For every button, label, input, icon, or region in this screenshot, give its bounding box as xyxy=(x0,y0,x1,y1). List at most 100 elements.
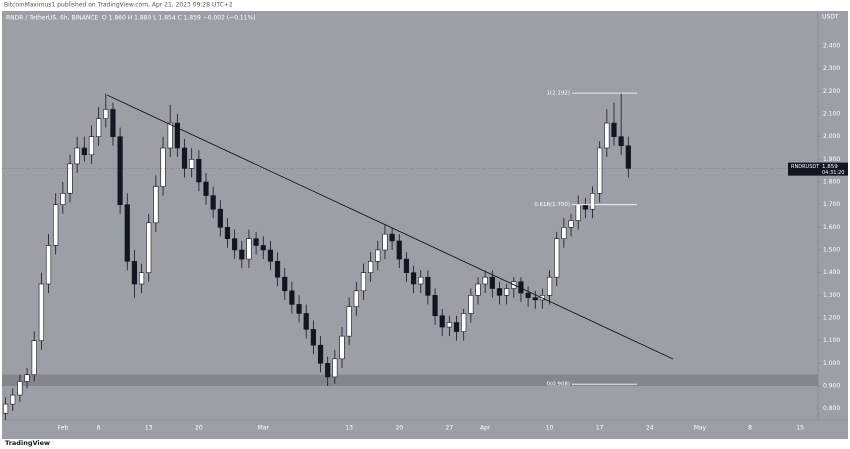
candle-body xyxy=(611,122,617,137)
candle-body xyxy=(353,290,359,307)
candle-body xyxy=(153,186,159,224)
y-tick-label: 1.900 xyxy=(823,156,840,163)
candle-body xyxy=(131,261,138,285)
trend-line xyxy=(106,94,674,360)
fib-label: 0(0.908) xyxy=(546,382,570,388)
y-tick-label: 1.300 xyxy=(823,292,840,299)
chart-background xyxy=(2,11,848,439)
candle-body xyxy=(382,233,388,251)
candle-body xyxy=(453,322,460,332)
x-tick-label: Mar xyxy=(258,425,270,432)
fib-label: 1(2.192) xyxy=(546,91,570,97)
candle-body xyxy=(274,261,281,278)
candle-body xyxy=(375,249,381,262)
candle-body xyxy=(418,276,424,285)
attribution: BitcoinMaximus1 published on TradingView… xyxy=(4,2,233,9)
symbol-info: RNDR / TetherUS, 6h, BINANCE xyxy=(6,15,99,22)
candle-body xyxy=(110,109,116,137)
x-tick-label: 15 xyxy=(796,425,804,432)
candle-body xyxy=(38,283,44,341)
y-tick-label: 1.000 xyxy=(823,360,840,367)
candle-body xyxy=(468,295,474,314)
candle-body xyxy=(389,233,395,242)
candle-body xyxy=(396,240,402,260)
candle-body xyxy=(410,272,417,285)
candle-body xyxy=(317,344,324,364)
x-tick-label: 10 xyxy=(546,425,554,432)
currency: USDT xyxy=(822,14,839,21)
candle-body xyxy=(554,238,560,278)
candle-body xyxy=(325,363,331,378)
candle-body xyxy=(425,276,431,296)
candle-body xyxy=(589,193,596,210)
candle-body xyxy=(496,288,503,296)
x-tick-label: 20 xyxy=(395,425,403,432)
candle-body xyxy=(189,159,195,169)
y-tick-label: 2.200 xyxy=(823,88,840,95)
candle-body xyxy=(568,220,574,228)
candle-body xyxy=(167,122,173,149)
candle-body xyxy=(53,204,59,246)
footer-logo: TradingView xyxy=(5,439,50,447)
candle-body xyxy=(303,313,309,330)
candle-body xyxy=(60,193,66,205)
candle-body xyxy=(332,358,338,378)
y-tick-label: 1.700 xyxy=(823,201,840,208)
candle-body xyxy=(10,394,16,405)
candle-body xyxy=(597,147,603,194)
y-tick-label: 1.400 xyxy=(823,269,840,276)
candle-body xyxy=(117,136,123,205)
y-tick-label: 1.800 xyxy=(823,179,840,186)
candle-body xyxy=(74,147,80,165)
candle-body xyxy=(561,227,567,239)
price-value: 1.859 xyxy=(822,164,838,170)
candle-body xyxy=(296,304,302,314)
price-label-box xyxy=(788,162,848,176)
candle-body xyxy=(24,374,30,382)
x-tick-label: 8 xyxy=(748,425,752,432)
y-tick-label: 2.400 xyxy=(823,43,840,50)
y-tick-label: 1.500 xyxy=(823,247,840,254)
candle-body xyxy=(181,147,188,169)
candle-body xyxy=(446,322,452,328)
candle-body xyxy=(482,276,488,285)
candle-body xyxy=(525,292,531,298)
candle-body xyxy=(210,195,216,210)
y-tick-label: 0.800 xyxy=(823,405,840,412)
candle-body xyxy=(138,272,145,285)
candle-body xyxy=(546,276,553,296)
x-tick-label: 27 xyxy=(446,425,454,432)
y-tick-label: 0.900 xyxy=(823,383,840,390)
candle-body xyxy=(625,145,631,169)
candle-body xyxy=(217,208,223,228)
x-tick-label: May xyxy=(694,425,707,432)
x-tick-label: 13 xyxy=(345,425,353,432)
candle-body xyxy=(88,136,95,156)
candle-body xyxy=(81,147,87,156)
ohlc-text: O 1.860 H 1.880 L 1.854 C 1.859 −0.002 (… xyxy=(102,15,256,22)
y-tick-label: 1.100 xyxy=(823,337,840,344)
candle-body xyxy=(174,122,180,149)
candle-body xyxy=(232,238,238,251)
candle-body xyxy=(31,340,37,375)
candle-body xyxy=(196,159,202,183)
x-tick-label: Feb xyxy=(58,425,69,432)
candle-body xyxy=(239,249,245,260)
candle-body xyxy=(618,136,624,147)
candle-body xyxy=(224,227,231,239)
candle-body xyxy=(360,272,367,292)
candle-body xyxy=(246,238,252,260)
candle-body xyxy=(403,258,410,273)
x-tick-label: 6 xyxy=(97,425,101,432)
candle-body xyxy=(203,181,209,196)
candle-body xyxy=(267,249,274,262)
candle-body xyxy=(604,122,610,149)
candle-body xyxy=(67,163,73,194)
candle-body xyxy=(310,329,316,346)
candle-body xyxy=(160,147,166,187)
candle-body xyxy=(475,283,481,296)
y-tick-label: 1.200 xyxy=(823,315,840,322)
candle-body xyxy=(103,109,109,119)
candle-body xyxy=(124,204,130,262)
